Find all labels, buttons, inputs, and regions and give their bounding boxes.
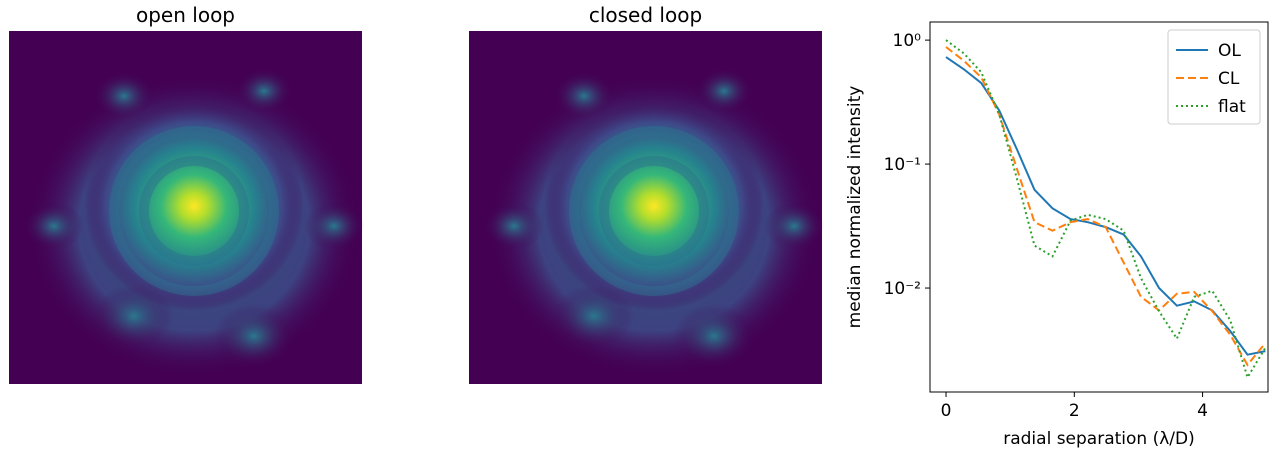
panel-title: open loop [136,3,235,27]
panel-title: closed loop [589,3,702,27]
x-axis-label: radial separation (λ/D) [1003,429,1195,448]
psf-speckle [94,72,154,120]
psf-speckle [24,202,84,250]
y-tick-label: 10⁰ [893,31,922,51]
psf-speckle [304,202,364,250]
psf-ring [569,126,739,296]
psf-speckle [484,202,544,250]
image-panel [469,31,824,384]
legend-label: CL [1218,69,1240,89]
psf-ring [139,156,249,266]
image-panel [9,31,364,384]
psf-speckle [764,202,824,250]
y-axis-label: median normalized intensity [845,86,865,329]
psf-ring [599,156,709,266]
y-tick-label: 10⁻¹ [884,155,921,175]
psf-speckle [674,304,754,368]
y-tick-label: 10⁻² [884,279,921,299]
psf-speckle [554,72,614,120]
psf-speckle [696,68,752,114]
plot-frame [929,21,1269,393]
x-tick-label: 4 [1197,401,1208,421]
psf-speckle [214,304,294,368]
psf-speckle [236,68,292,114]
line-series [945,46,1267,367]
psf-ring [109,126,279,296]
axes [925,21,1269,397]
legend-box [1167,29,1261,125]
legend-label: OL [1218,41,1241,61]
legend-label: flat [1218,97,1246,117]
x-tick-label: 2 [1069,401,1080,421]
x-tick-label: 0 [941,401,952,421]
